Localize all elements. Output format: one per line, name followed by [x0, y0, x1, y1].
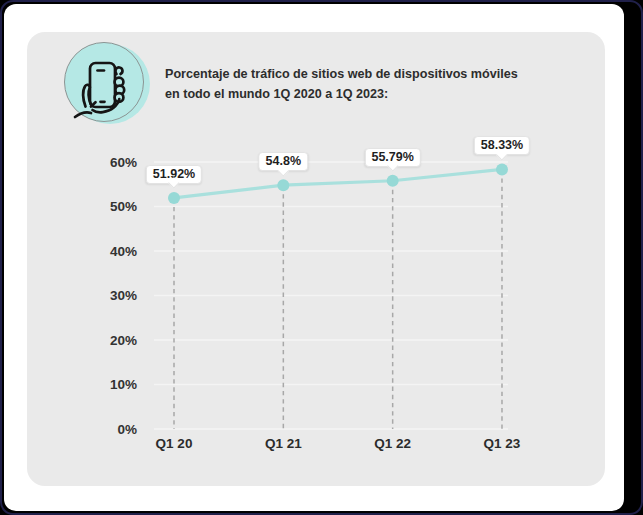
x-tick-label: Q1 20 [156, 436, 193, 451]
y-tick-label: 50% [110, 199, 137, 214]
y-tick-label: 20% [110, 333, 137, 348]
y-tick-label: 40% [110, 244, 137, 259]
page-background: Porcentaje de tráfico de sitios web de d… [4, 4, 624, 511]
window-frame: Porcentaje de tráfico de sitios web de d… [0, 0, 643, 515]
x-tick-label: Q1 23 [484, 436, 521, 451]
y-tick-label: 0% [117, 422, 137, 437]
y-tick-label: 30% [110, 288, 137, 303]
data-point [168, 192, 180, 204]
line-chart: 0% 10% 20% 30% 40% 50% 60% Q1 20 Q1 21 Q1 22 Q1 23 [27, 32, 605, 486]
data-label-callout: 51.92% [146, 165, 202, 184]
x-tick-label: Q1 21 [265, 436, 302, 451]
chart-card: Porcentaje de tráfico de sitios web de d… [27, 32, 605, 486]
data-label-callout: 54.8% [259, 152, 308, 171]
data-label-callout: 55.79% [364, 148, 420, 167]
data-point [496, 163, 508, 175]
x-tick-label: Q1 22 [374, 436, 411, 451]
y-tick-label: 10% [110, 377, 137, 392]
data-point [387, 175, 399, 187]
y-tick-label: 60% [110, 155, 137, 170]
data-line [174, 169, 502, 198]
data-point [277, 179, 289, 191]
data-label-callout: 58.33% [474, 136, 530, 155]
